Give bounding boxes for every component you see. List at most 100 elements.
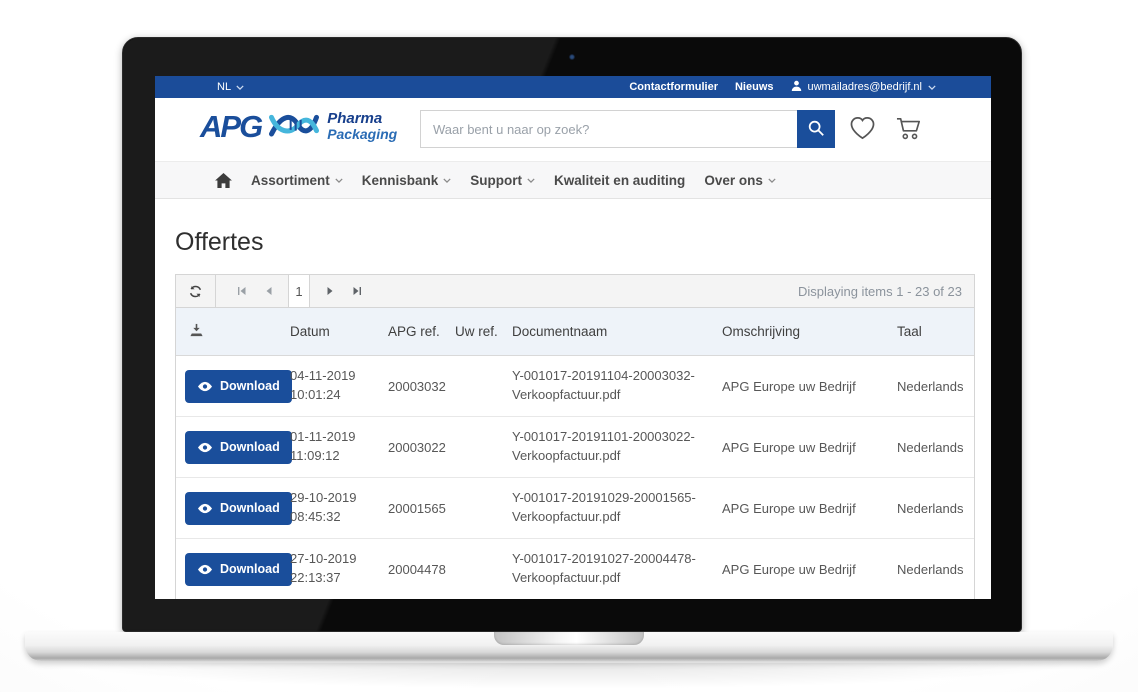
download-button-label: Download xyxy=(220,562,280,576)
cell-taal: Nederlands xyxy=(897,378,964,394)
table-row: Download 27-10-2019 22:13:37 20004478 Y-0… xyxy=(176,539,974,599)
surface-reflection xyxy=(60,663,1080,689)
nav-label: Assortiment xyxy=(251,172,330,188)
download-button[interactable]: Download xyxy=(185,430,292,464)
cell-time: 08:45:32 xyxy=(290,509,341,524)
table-header-row: Datum APG ref. Uw ref. Documentnaam Omsc… xyxy=(176,308,974,356)
contact-form-link[interactable]: Contactformulier xyxy=(629,81,718,93)
table-row: Download 29-10-2019 08:45:32 20001565 Y-0… xyxy=(176,478,974,539)
chevron-down-icon xyxy=(768,177,776,183)
cell-omschrijving: APG Europe uw Bedrijf xyxy=(722,439,856,455)
logo-apg-text: APG xyxy=(200,109,263,144)
cell-documentnaam: Y-001017-20191027-20004478-Verkoopfactuu… xyxy=(512,551,696,585)
cart-icon[interactable] xyxy=(895,116,923,146)
chevron-down-icon xyxy=(335,177,343,183)
nav-item-support[interactable]: Support xyxy=(470,173,535,188)
user-icon xyxy=(791,80,802,94)
column-header-datum[interactable]: Datum xyxy=(290,324,330,339)
language-selector[interactable]: NL xyxy=(217,81,244,93)
cell-omschrijving: APG Europe uw Bedrijf xyxy=(722,500,856,516)
cell-datum: 04-11-2019 10:01:24 xyxy=(286,367,384,405)
laptop-lid-notch xyxy=(494,632,644,645)
offertes-grid: 1 Displaying items 1 - 23 of 23 xyxy=(175,274,975,599)
eye-icon xyxy=(198,442,212,452)
cell-apg-ref: 20001565 xyxy=(388,500,446,516)
cell-date: 01-11-2019 xyxy=(290,429,356,445)
cell-time: 22:13:37 xyxy=(290,570,341,585)
home-icon[interactable] xyxy=(215,172,232,188)
prev-page-icon xyxy=(266,287,271,295)
eye-icon xyxy=(198,503,212,513)
column-header-uw-ref[interactable]: Uw ref. xyxy=(455,324,498,339)
refresh-button[interactable] xyxy=(176,275,216,307)
nav-item-kennisbank[interactable]: Kennisbank xyxy=(362,173,452,188)
nav-item-assortiment[interactable]: Assortiment xyxy=(251,173,343,188)
top-utility-bar: NL Contactformulier Nieuws uwmailadres@b… xyxy=(155,76,991,98)
cell-documentnaam: Y-001017-20191104-20003032-Verkoopfactuu… xyxy=(512,368,695,402)
nav-label: Kwaliteit en auditing xyxy=(554,172,686,188)
chevron-down-icon xyxy=(527,177,535,183)
browser-viewport: NL Contactformulier Nieuws uwmailadres@b… xyxy=(155,76,991,599)
cell-taal: Nederlands xyxy=(897,500,964,516)
search-icon xyxy=(807,119,825,140)
laptop-base xyxy=(25,632,1113,661)
cell-omschrijving: APG Europe uw Bedrijf xyxy=(722,561,856,577)
table-body: Download 04-11-2019 10:01:24 20003032 Y-0… xyxy=(176,356,974,599)
cell-documentnaam: Y-001017-20191029-20001565-Verkoopfactuu… xyxy=(512,490,696,524)
news-link[interactable]: Nieuws xyxy=(734,81,774,93)
cell-date: 04-11-2019 xyxy=(290,368,356,384)
pager-first-button[interactable] xyxy=(228,275,255,307)
nav-label: Over ons xyxy=(704,172,763,188)
column-header-omschrijving[interactable]: Omschrijving xyxy=(722,324,801,339)
chevron-down-icon xyxy=(236,84,244,90)
search-button[interactable] xyxy=(797,110,835,148)
cell-apg-ref: 20003022 xyxy=(388,439,446,455)
cell-date: 29-10-2019 xyxy=(290,490,357,506)
nav-label: Kennisbank xyxy=(361,172,439,188)
language-label: NL xyxy=(217,81,232,93)
nav-item-kwaliteit[interactable]: Kwaliteit en auditing xyxy=(554,173,685,188)
cell-time: 11:09:12 xyxy=(290,448,340,463)
logo-packaging-text: Packaging xyxy=(327,126,398,143)
last-page-icon xyxy=(353,287,361,295)
wishlist-heart-icon[interactable] xyxy=(849,116,876,145)
user-email: uwmailadres@bedrijf.nl xyxy=(807,81,923,93)
chevron-down-icon xyxy=(928,84,936,90)
download-button[interactable]: Download xyxy=(185,552,292,586)
search-input[interactable] xyxy=(420,110,797,148)
site-logo[interactable]: APG Pharma Packaging xyxy=(200,106,397,147)
cell-datum: 01-11-2019 11:09:12 xyxy=(286,428,384,466)
pager-next-button[interactable] xyxy=(316,275,343,307)
chevron-down-icon xyxy=(443,177,451,183)
webcam-dot xyxy=(569,54,575,60)
refresh-icon xyxy=(189,285,202,297)
cell-datum: 27-10-2019 22:13:37 xyxy=(286,550,384,588)
table-row: Download 01-11-2019 11:09:12 20003022 Y-0… xyxy=(176,417,974,478)
cell-datum: 29-10-2019 08:45:32 xyxy=(286,489,384,527)
column-header-apg-ref[interactable]: APG ref. xyxy=(388,324,440,339)
download-tray-icon xyxy=(190,323,203,336)
cell-taal: Nederlands xyxy=(897,439,964,455)
download-button[interactable]: Download xyxy=(185,369,292,403)
pager-prev-button[interactable] xyxy=(255,275,282,307)
download-button-label: Download xyxy=(220,440,280,454)
pager-last-button[interactable] xyxy=(343,275,370,307)
next-page-icon xyxy=(327,287,332,295)
download-button[interactable]: Download xyxy=(185,491,292,525)
eye-icon xyxy=(198,564,212,574)
cell-date: 27-10-2019 xyxy=(290,551,357,567)
pager-current-page[interactable]: 1 xyxy=(288,275,310,307)
grid-pager: 1 Displaying items 1 - 23 of 23 xyxy=(176,275,974,308)
logo-pharma-text: Pharma xyxy=(327,110,383,128)
site-header: APG Pharma Packaging xyxy=(155,98,991,161)
pager-status: Displaying items 1 - 23 of 23 xyxy=(797,283,962,299)
cell-omschrijving: APG Europe uw Bedrijf xyxy=(722,378,856,394)
account-menu[interactable]: uwmailadres@bedrijf.nl xyxy=(791,80,937,94)
cell-apg-ref: 20003032 xyxy=(388,378,446,394)
column-header-documentnaam[interactable]: Documentnaam xyxy=(512,324,608,339)
nav-item-over-ons[interactable]: Over ons xyxy=(704,173,776,188)
cell-time: 10:01:24 xyxy=(290,387,341,402)
first-page-icon xyxy=(237,287,245,295)
column-header-taal[interactable]: Taal xyxy=(897,324,922,339)
cell-apg-ref: 20004478 xyxy=(388,561,446,577)
